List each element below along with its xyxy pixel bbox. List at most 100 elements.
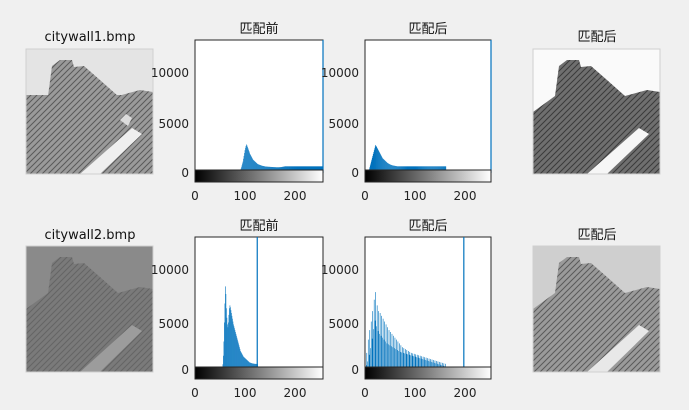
hist-bar [373, 150, 375, 173]
hist-bar [430, 359, 431, 370]
image-title-matched-2: 匹配后 [577, 228, 616, 243]
hist-bar [259, 165, 261, 173]
hist-bar [390, 332, 391, 370]
hist-bar [231, 315, 233, 370]
hist-bar [371, 338, 373, 370]
hist-bar [236, 335, 237, 370]
hist-bar [371, 159, 373, 173]
hist-bar [413, 356, 415, 370]
hist4-xtick-0: 0 [361, 386, 369, 400]
hist-bar [378, 311, 379, 370]
hist-bar [231, 313, 232, 370]
hist3-colorbar [194, 366, 324, 380]
hist-bar [412, 353, 414, 371]
hist-bar [232, 318, 233, 370]
hist-bar [391, 165, 393, 173]
hist-bar [243, 158, 244, 173]
hist-bar [377, 331, 379, 370]
hist-bar [389, 345, 391, 370]
hist-bar [384, 321, 385, 370]
hist-bar [227, 324, 228, 370]
hist-bar [232, 321, 234, 370]
hist-bar [369, 330, 371, 370]
hist-bar [399, 343, 400, 370]
histogram-after-2: 10000 5000 0 0 100 200 [321, 236, 492, 400]
hist-bar [429, 361, 431, 370]
hist-bar [245, 359, 247, 370]
hist-bar [392, 165, 394, 173]
hist-bar [382, 158, 383, 173]
hist3-xtick-0: 0 [191, 386, 199, 400]
hist-bar [255, 162, 257, 173]
hist-bar [380, 154, 381, 173]
hist-bar [260, 165, 261, 173]
hist-bar [419, 358, 420, 371]
hist-bar [403, 348, 405, 370]
hist-bar [375, 144, 376, 173]
hist1-xtick-100: 100 [234, 189, 257, 203]
hist-bar [225, 294, 227, 370]
hist-bar [258, 164, 260, 173]
hist-bar [224, 322, 225, 370]
hist-bar [395, 165, 396, 173]
hist-bar [411, 355, 413, 370]
hist-bar [388, 163, 389, 173]
hist-bar [224, 303, 226, 370]
hist-bar [242, 355, 244, 370]
hist-bar [249, 152, 250, 173]
hist-bar [233, 324, 234, 370]
hist2-title: 匹配后 [408, 22, 447, 37]
histogram-before-2: 10000 5000 0 0 100 200 [151, 236, 324, 400]
hist-bar [251, 156, 252, 173]
hist-bar [387, 163, 388, 173]
hist-bar [247, 146, 248, 174]
hist-bar [428, 360, 429, 370]
hist-bar [436, 360, 437, 370]
hist-bar [405, 349, 406, 370]
hist4-ytick-0: 0 [351, 363, 359, 377]
hist-bar [248, 361, 250, 370]
hist-bar [235, 332, 236, 370]
hist3-ytick-0: 0 [181, 363, 189, 377]
hist-bar [227, 327, 229, 370]
hist-bar [432, 362, 434, 370]
hist-bar [248, 151, 250, 173]
hist-bar [391, 346, 392, 370]
hist-bar [372, 311, 374, 370]
hist-bar [257, 163, 258, 173]
hist-bar [370, 163, 372, 173]
hist-bar [422, 356, 424, 370]
hist-bar [366, 352, 368, 370]
hist-bar [434, 360, 436, 370]
hist4-xtick-200: 200 [454, 386, 477, 400]
hist-bar [256, 163, 258, 173]
hist-bar [260, 165, 262, 173]
hist-bar [385, 161, 386, 174]
hist-bar [434, 362, 435, 371]
hist-bar [369, 165, 371, 173]
hist1-ytick-5000: 5000 [158, 117, 189, 131]
image-citywall2 [25, 245, 154, 373]
hist-bar [382, 337, 383, 370]
hist-bar [372, 154, 374, 173]
hist-bar [247, 148, 249, 173]
hist-bar [258, 164, 259, 173]
hist2-ytick-0: 0 [351, 166, 359, 180]
hist-bar [379, 333, 380, 370]
hist-bar [390, 164, 392, 173]
image-title-citywall2: citywall2.bmp [45, 228, 136, 243]
hist-bar [251, 157, 253, 173]
hist-bar [375, 145, 377, 173]
hist-bar [379, 153, 381, 173]
hist-bar [390, 164, 391, 173]
hist-bar [234, 328, 235, 370]
hist4-colorbar [364, 366, 492, 380]
hist1-xtick-0: 0 [191, 189, 199, 203]
hist-bar [229, 305, 231, 370]
hist-bar [228, 314, 230, 370]
hist3-xtick-100: 100 [234, 386, 257, 400]
hist-bar [379, 152, 380, 173]
hist-bar [378, 150, 379, 173]
hist-bar [262, 165, 264, 173]
